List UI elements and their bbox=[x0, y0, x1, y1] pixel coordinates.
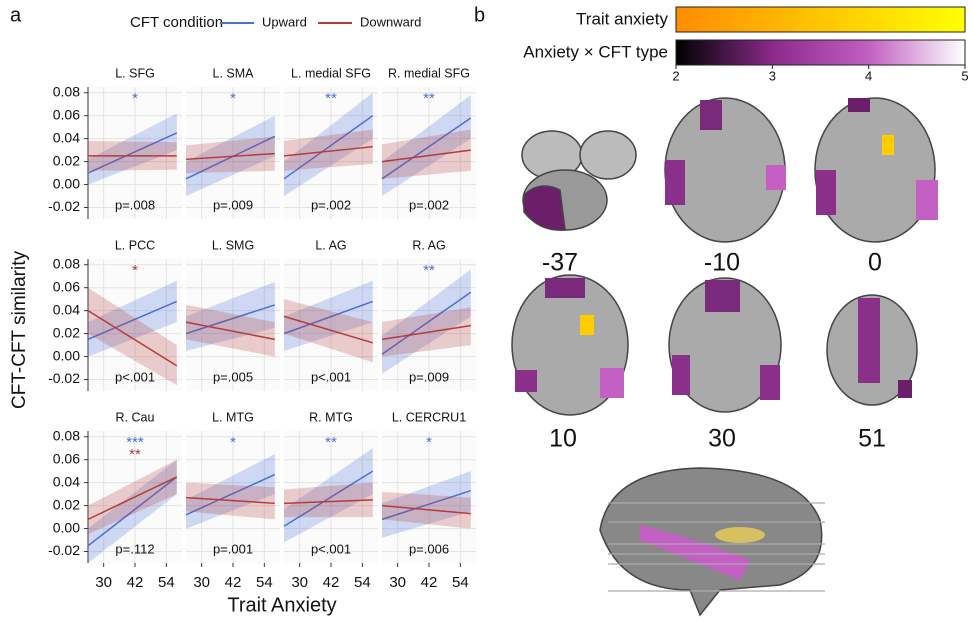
significance: * bbox=[132, 262, 138, 279]
slice bbox=[815, 98, 938, 242]
panel-label: b bbox=[474, 4, 485, 26]
y-tick-label: 0.04 bbox=[53, 301, 80, 317]
chart-title: L. CERCRU1 bbox=[392, 410, 466, 424]
brain-slices bbox=[512, 98, 938, 615]
chart-title: L. PCC bbox=[115, 238, 155, 252]
y-tick-label: 0.00 bbox=[53, 175, 80, 191]
significance: * bbox=[132, 90, 138, 107]
p-value: p=.006 bbox=[409, 541, 449, 556]
chart-title: R. medial SFG bbox=[388, 66, 470, 80]
slice bbox=[512, 275, 628, 415]
y-axis-label: CFT-CFT similarity bbox=[9, 251, 30, 409]
x-axis-label: Trait Anxiety bbox=[227, 594, 336, 616]
p-value: p=.009 bbox=[409, 369, 449, 384]
y-tick-label: -0.02 bbox=[48, 370, 80, 386]
p-value: p<.001 bbox=[115, 369, 155, 384]
y-tick-label: 0.00 bbox=[53, 347, 80, 363]
slice bbox=[669, 278, 781, 412]
significance: * bbox=[230, 90, 236, 107]
colorbar-tick-label: 4 bbox=[865, 68, 872, 83]
chart-title: L. SFG bbox=[115, 66, 155, 80]
y-tick-label: 0.06 bbox=[53, 450, 80, 466]
chart-title: R. AG bbox=[412, 238, 445, 252]
y-tick-label: 0.02 bbox=[53, 324, 80, 340]
slice-label: 30 bbox=[708, 425, 736, 453]
p-value: p=.009 bbox=[213, 197, 253, 212]
x-tick-label: 54 bbox=[158, 574, 175, 591]
p-value: p=.001 bbox=[213, 541, 253, 556]
significance: ** bbox=[423, 90, 435, 107]
significance: ** bbox=[325, 434, 337, 451]
chart-title: L. SMA bbox=[213, 66, 255, 80]
y-tick-label: 0.08 bbox=[53, 83, 80, 99]
p-value: p=.005 bbox=[213, 369, 253, 384]
significance: ** bbox=[129, 446, 141, 463]
slice-label: -10 bbox=[704, 249, 740, 277]
chart-title: L. SMG bbox=[212, 238, 254, 252]
y-tick-label: 0.08 bbox=[53, 427, 80, 443]
x-tick-label: 30 bbox=[95, 574, 112, 591]
x-tick-label: 42 bbox=[127, 574, 144, 591]
slice-label: 51 bbox=[858, 425, 886, 453]
y-tick-label: 0.06 bbox=[53, 106, 80, 122]
chart-title: L. AG bbox=[315, 238, 346, 252]
slice-label: 10 bbox=[549, 425, 577, 453]
chart-title: R. MTG bbox=[309, 410, 353, 424]
y-tick-label: 0.04 bbox=[53, 129, 80, 145]
colorbar-tick-label: 3 bbox=[769, 68, 776, 83]
y-tick-label: 0.00 bbox=[53, 519, 80, 535]
brain-3d bbox=[600, 468, 825, 615]
p-value: p=.112 bbox=[115, 541, 154, 556]
colorbar-label: Trait anxiety bbox=[576, 9, 668, 28]
y-tick-label: 0.02 bbox=[53, 496, 80, 512]
slice bbox=[522, 131, 636, 230]
slice-label: 0 bbox=[868, 249, 882, 277]
y-tick-label: 0.06 bbox=[53, 278, 80, 294]
p-value: p=.008 bbox=[115, 197, 155, 212]
legend-label: Upward bbox=[262, 14, 307, 29]
y-tick-label: -0.02 bbox=[48, 542, 80, 558]
significance: ** bbox=[325, 90, 337, 107]
chart-title: L. MTG bbox=[212, 410, 254, 424]
colorbar bbox=[676, 40, 965, 65]
colorbar bbox=[676, 7, 965, 32]
x-tick-label: 30 bbox=[291, 574, 308, 591]
significance: * bbox=[426, 434, 432, 451]
figure: a b CFT condition CFT-CFT similarity Tra… bbox=[0, 0, 973, 625]
p-value: p=.002 bbox=[311, 197, 351, 212]
p-value: p<.001 bbox=[311, 369, 351, 384]
colorbar-label: Anxiety × CFT type bbox=[523, 42, 668, 61]
chart-title: L. medial SFG bbox=[291, 66, 371, 80]
legend-title: CFT condition bbox=[130, 14, 223, 31]
p-value: p=.002 bbox=[409, 197, 449, 212]
x-tick-label: 54 bbox=[354, 574, 371, 591]
colorbar-tick-label: 2 bbox=[672, 68, 679, 83]
p-value: p<.001 bbox=[311, 541, 351, 556]
y-tick-label: 0.02 bbox=[53, 152, 80, 168]
x-tick-label: 42 bbox=[225, 574, 242, 591]
x-tick-label: 54 bbox=[256, 574, 273, 591]
y-tick-label: 0.04 bbox=[53, 473, 80, 489]
colorbar-tick-label: 5 bbox=[961, 68, 968, 83]
legend-label: Downward bbox=[360, 14, 421, 29]
slice-label: -37 bbox=[542, 249, 578, 277]
significance: * bbox=[230, 434, 236, 451]
x-tick-label: 54 bbox=[452, 574, 469, 591]
panel-label: a bbox=[10, 4, 22, 26]
y-tick-label: -0.02 bbox=[48, 198, 80, 214]
slice bbox=[665, 98, 786, 242]
x-tick-label: 30 bbox=[389, 574, 406, 591]
significance: ** bbox=[423, 262, 435, 279]
x-tick-label: 42 bbox=[323, 574, 340, 591]
chart-title: R. Cau bbox=[116, 410, 155, 424]
y-tick-label: 0.08 bbox=[53, 255, 80, 271]
slice bbox=[827, 295, 917, 405]
x-tick-label: 42 bbox=[421, 574, 438, 591]
x-tick-label: 30 bbox=[193, 574, 210, 591]
